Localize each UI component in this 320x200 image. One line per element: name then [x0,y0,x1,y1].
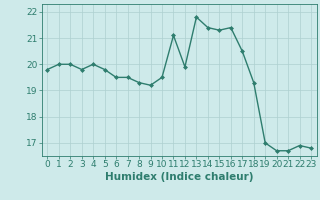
X-axis label: Humidex (Indice chaleur): Humidex (Indice chaleur) [105,172,253,182]
